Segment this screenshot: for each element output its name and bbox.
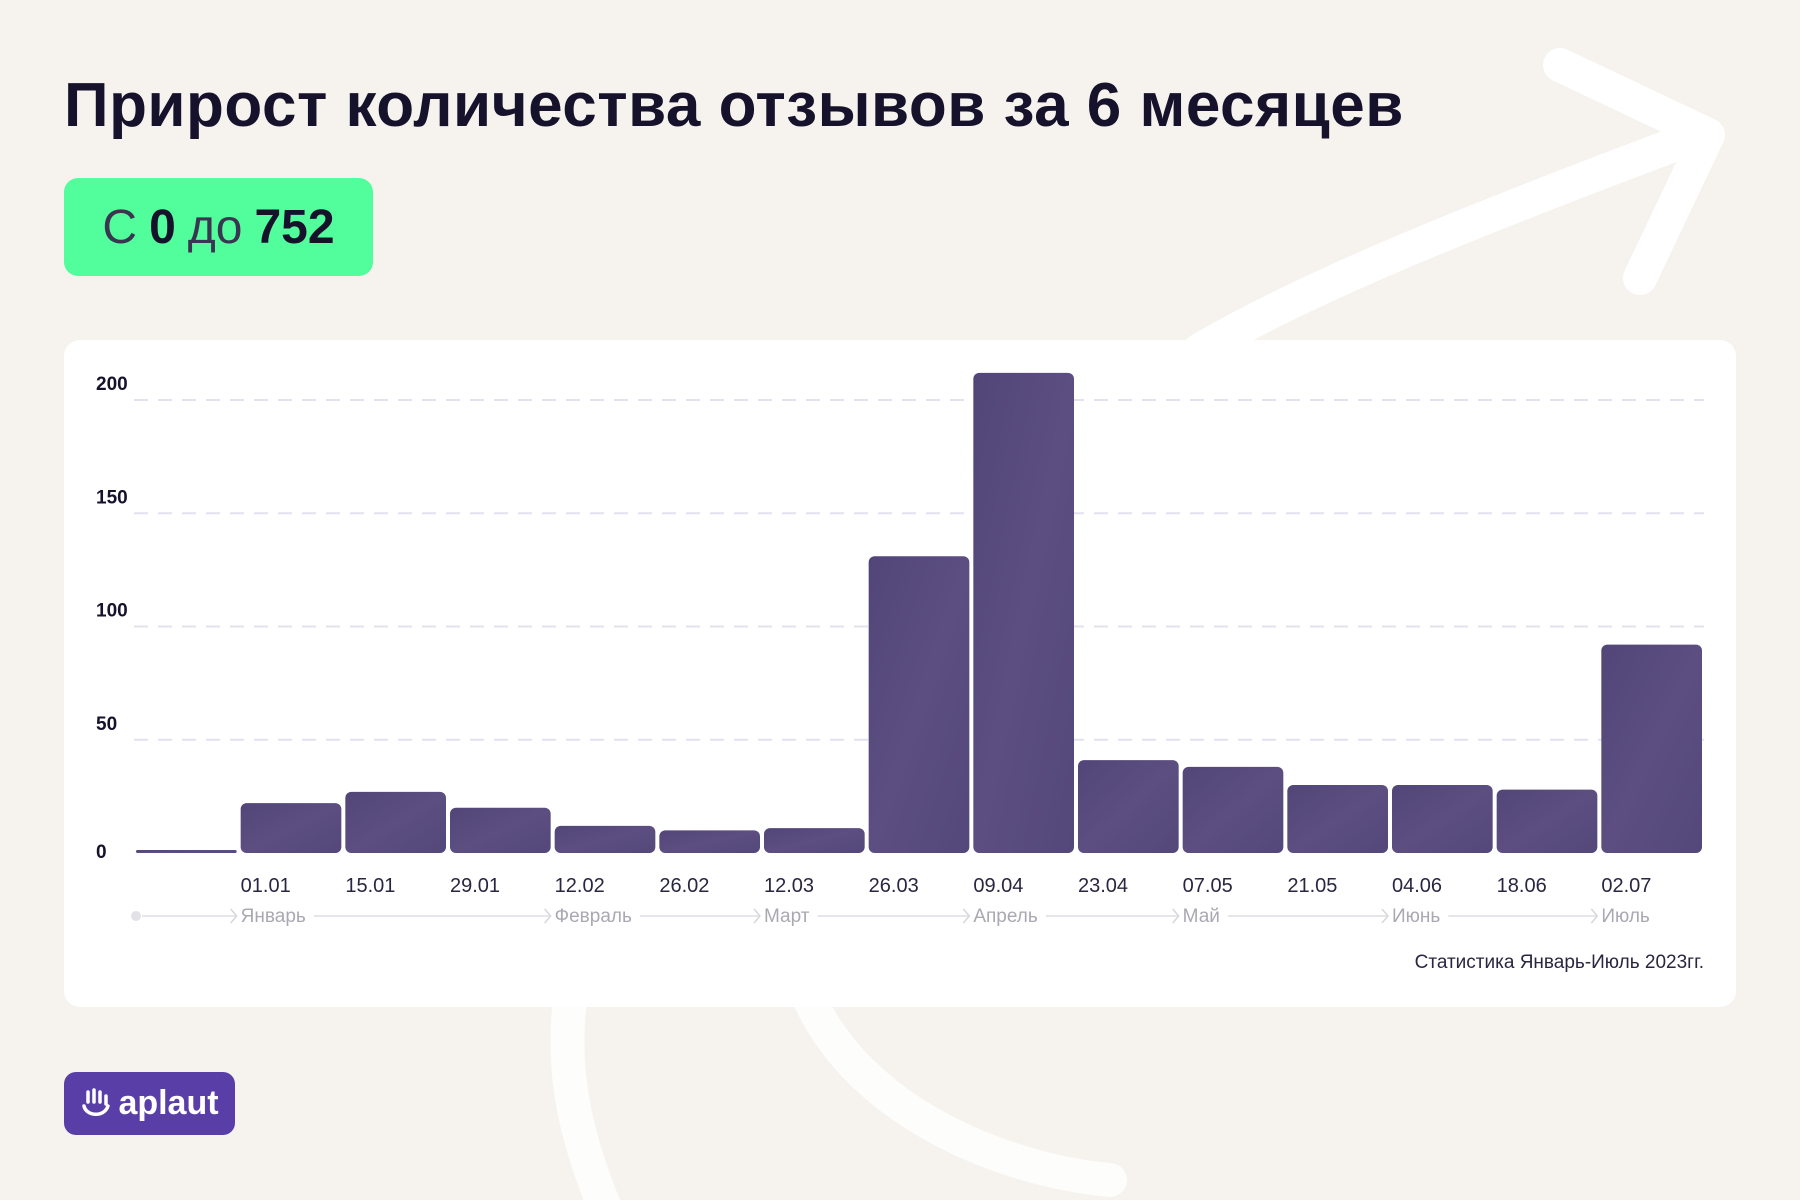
y-tick-label: 100	[96, 601, 128, 622]
bar	[345, 791, 446, 853]
badge-middle: до	[187, 200, 243, 254]
chevron-right-icon	[230, 908, 238, 924]
x-tick-label: 26.02	[659, 875, 709, 897]
chevron-right-icon	[753, 908, 761, 924]
bar	[973, 372, 1074, 853]
badge-prefix: С	[102, 200, 138, 254]
x-tick-label: 29.01	[450, 875, 500, 897]
bar	[1496, 789, 1598, 853]
month-label: Июль	[1601, 906, 1650, 927]
x-tick-label: 12.02	[555, 875, 605, 897]
x-tick-label: 04.06	[1392, 875, 1442, 897]
chevron-right-icon	[544, 908, 552, 924]
x-tick-label: 09.04	[973, 875, 1023, 897]
chevron-right-icon	[1172, 908, 1180, 924]
chevron-right-icon	[1590, 908, 1599, 924]
bar	[1078, 760, 1179, 853]
x-tick-label: 21.05	[1287, 875, 1337, 897]
x-tick-label: 26.03	[869, 875, 919, 897]
bar	[764, 828, 865, 853]
chevron-right-icon	[1381, 908, 1389, 924]
month-label: Февраль	[555, 906, 632, 927]
chart-footnote: Статистика Январь-Июль 2023гг.	[1414, 952, 1704, 973]
bar	[450, 807, 551, 853]
month-label: Июнь	[1392, 906, 1440, 927]
badge-from: 0	[149, 200, 176, 254]
aplaut-logo: aplaut	[64, 1072, 235, 1135]
bar	[1392, 785, 1493, 853]
y-tick-label: 50	[96, 714, 117, 735]
x-tick-label: 23.04	[1078, 875, 1128, 897]
y-tick-label: 0	[96, 842, 107, 863]
month-label: Апрель	[973, 906, 1038, 927]
x-tick-label: 18.06	[1497, 875, 1547, 897]
timeline-start-dot	[131, 911, 141, 921]
x-tick-label: 12.03	[764, 875, 814, 897]
month-label: Январь	[241, 906, 306, 927]
chart-card: 0 50 100 150 200 01.01 15.01 29.01 12.02 26.02 12.…	[64, 340, 1736, 1007]
x-tick-label: 15.01	[345, 875, 395, 897]
badge-to: 752	[254, 200, 335, 254]
bar	[1182, 766, 1284, 853]
bar	[659, 830, 760, 853]
chevron-right-icon	[962, 908, 971, 924]
bar	[1601, 644, 1702, 853]
bar	[1287, 785, 1388, 853]
bar-chart: 0 50 100 150 200 01.01 15.01 29.01 12.02 26.02 12.…	[96, 372, 1704, 927]
page-title: Прирост количества отзывов за 6 месяцев	[64, 71, 1404, 140]
bar	[136, 850, 237, 853]
logo-text: aplaut	[118, 1084, 219, 1122]
month-label: Май	[1183, 906, 1220, 927]
y-tick-label: 150	[96, 487, 128, 508]
x-tick-label: 02.07	[1601, 875, 1651, 897]
x-tick-label: 07.05	[1183, 875, 1233, 897]
y-tick-label: 200	[96, 374, 128, 395]
hand-icon	[82, 1087, 111, 1116]
bar	[868, 556, 970, 853]
growth-badge: С 0 до 752	[64, 178, 373, 276]
bar	[240, 803, 342, 853]
bar	[554, 825, 656, 853]
x-tick-label: 01.01	[241, 875, 291, 897]
month-label: Март	[764, 906, 810, 927]
